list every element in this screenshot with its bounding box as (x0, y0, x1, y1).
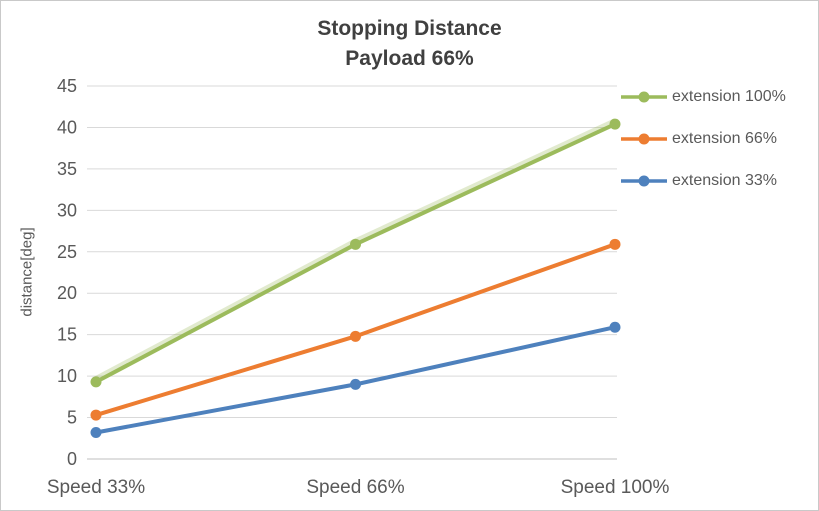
y-tick-label: 0 (67, 449, 77, 469)
x-tick-label: Speed 100% (561, 477, 670, 498)
y-tick-label: 45 (57, 76, 77, 96)
legend: extension 100% extension 66% extension 33% (621, 88, 786, 190)
legend-item: extension 100% (621, 88, 786, 106)
x-tick-label: Speed 66% (306, 477, 404, 498)
legend-marker-icon (621, 175, 667, 187)
chart-title: Stopping Distance (317, 17, 502, 40)
y-tick-label: 35 (57, 159, 77, 179)
legend-item: extension 66% (621, 130, 786, 148)
chart-subtitle: Payload 66% (345, 47, 474, 70)
x-tick-label: Speed 33% (47, 477, 145, 498)
y-tick-label: 25 (57, 242, 77, 262)
data-point-marker (350, 330, 361, 342)
data-point-marker (90, 409, 102, 421)
legend-marker-icon (621, 91, 667, 103)
data-point-marker (609, 321, 621, 333)
y-tick-label: 40 (57, 117, 77, 137)
data-point-marker (609, 118, 621, 130)
data-point-marker (609, 238, 621, 250)
legend-label: extension 33% (672, 172, 777, 189)
y-tick-label: 5 (67, 408, 77, 428)
y-tick-label: 10 (57, 366, 77, 386)
legend-label: extension 100% (672, 88, 786, 105)
legend-label: extension 66% (672, 130, 777, 147)
y-tick-label: 30 (57, 200, 77, 220)
data-point-marker (350, 378, 361, 390)
data-point-marker (90, 376, 102, 388)
y-tick-label: 15 (57, 325, 77, 345)
legend-item: extension 33% (621, 172, 786, 190)
y-axis-label: distance[deg] (18, 227, 36, 317)
y-tick-label: 20 (57, 283, 77, 303)
data-point-marker (90, 426, 102, 438)
legend-marker-icon (621, 133, 667, 145)
data-point-marker (350, 238, 361, 250)
